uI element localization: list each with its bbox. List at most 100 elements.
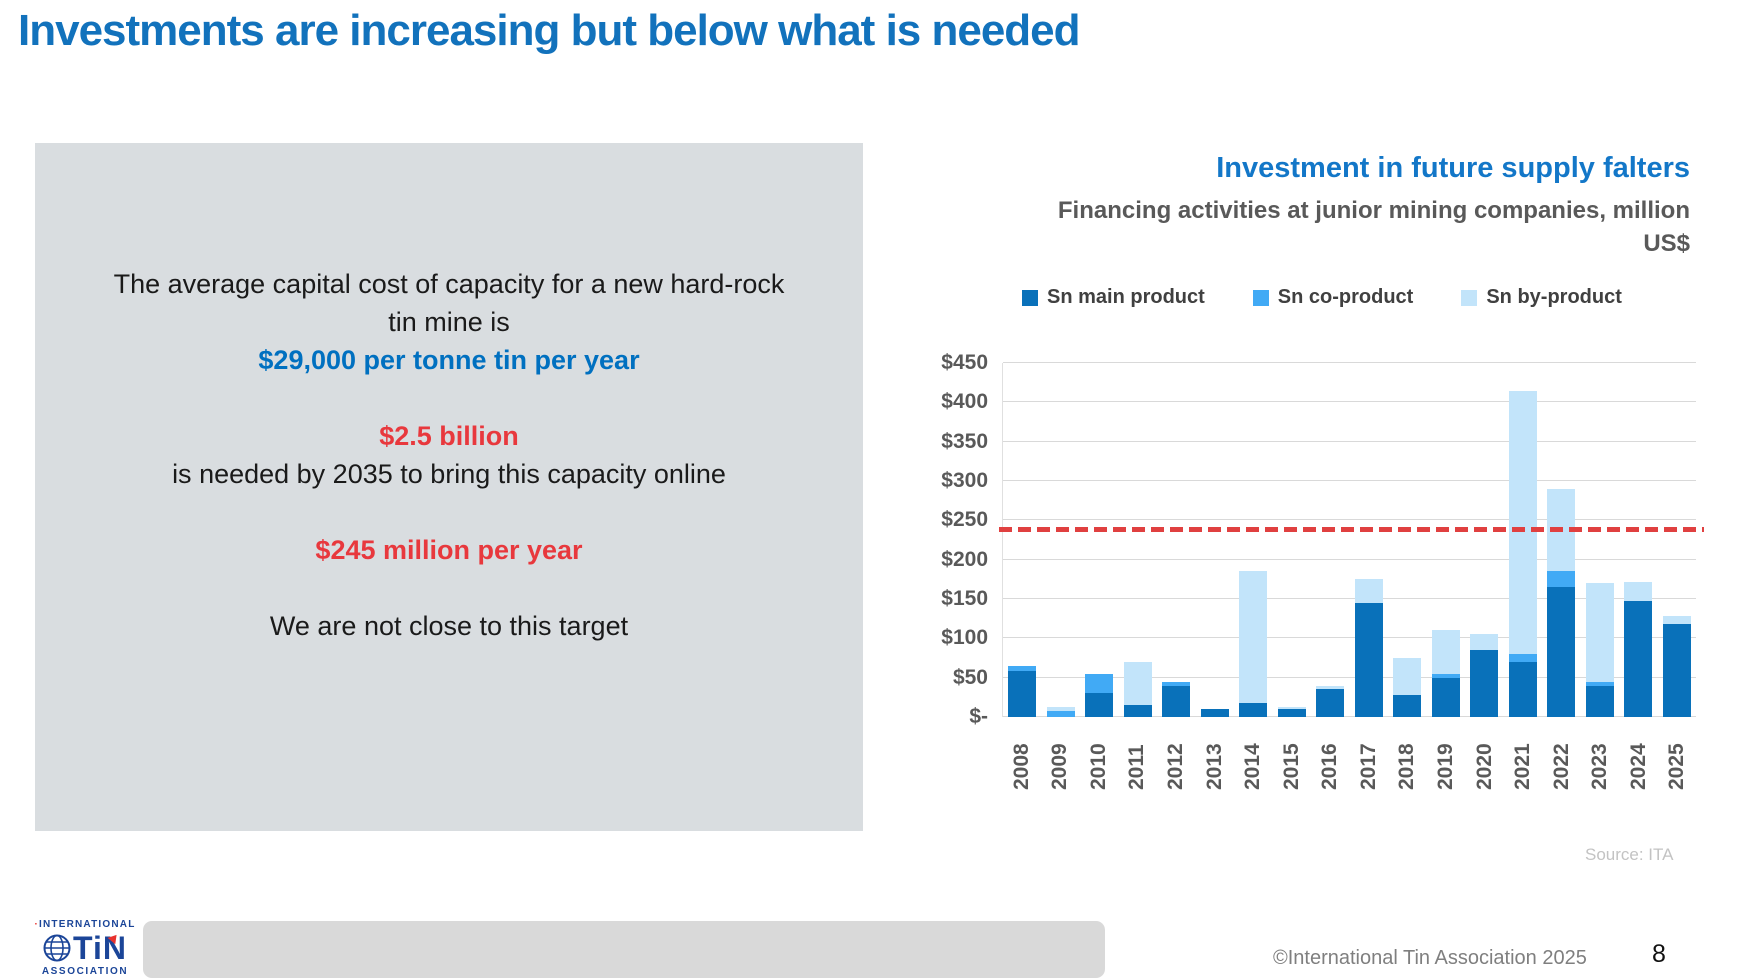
- x-tick-label: 2023: [1588, 743, 1612, 790]
- bar-segment: [1008, 665, 1037, 672]
- bar-segment: [1162, 681, 1191, 686]
- chart-subtitle-line-2: US$: [1643, 230, 1690, 257]
- bar-group-2010: [1080, 363, 1119, 717]
- stacked-bar: [1585, 583, 1614, 717]
- legend-item: Sn by-product: [1461, 286, 1622, 309]
- chart-source: Source: ITA: [1585, 845, 1674, 864]
- target-dashed-line: [999, 527, 1704, 533]
- stacked-bar: [1354, 579, 1383, 717]
- fact-capital-cost: $29,000 per tonne tin per year: [258, 345, 640, 375]
- fact-line-2: tin mine is: [388, 307, 510, 337]
- x-tick-label: 2018: [1395, 743, 1419, 790]
- legend-label: Sn by-product: [1486, 286, 1622, 308]
- legend-label: Sn main product: [1047, 286, 1205, 308]
- bar-segment: [1277, 709, 1306, 717]
- page-number: 8: [1652, 940, 1666, 968]
- footer-placeholder-bar: [143, 921, 1105, 978]
- bar-group-2019: [1427, 363, 1466, 717]
- bar-segment: [1354, 602, 1383, 717]
- bar-group-2020: [1465, 363, 1504, 717]
- gridline: [1003, 598, 1696, 599]
- bars-container: [1003, 363, 1696, 717]
- x-tick-label: 2025: [1665, 743, 1689, 790]
- y-tick-label: $150: [941, 587, 988, 610]
- stacked-bar: [1393, 658, 1422, 717]
- bar-segment: [1624, 601, 1653, 717]
- chart-subtitle-line-1: Financing activities at junior mining co…: [1057, 197, 1690, 224]
- x-tick-label: 2008: [1009, 743, 1033, 790]
- y-tick-label: $450: [941, 351, 988, 374]
- x-axis-labels: 2008 2009 2010 2011 2012 2013 2014 2015 2016 2017…: [1002, 724, 1696, 790]
- x-tick-label: 2022: [1549, 743, 1573, 790]
- bar-segment: [1547, 587, 1576, 717]
- bar-segment: [1239, 571, 1268, 703]
- x-tick-label: 2024: [1626, 743, 1650, 790]
- bar-segment: [1662, 616, 1691, 625]
- ita-logo-mark: TiN: [27, 931, 143, 965]
- stacked-bar: [1662, 616, 1691, 717]
- gridline: [1003, 519, 1696, 521]
- gridline: [1003, 558, 1696, 560]
- bar-segment: [1316, 685, 1345, 690]
- bar-segment: [1470, 634, 1499, 651]
- slide-title: Investments are increasing but below wha…: [18, 6, 1081, 55]
- bar-segment: [1431, 630, 1460, 674]
- bar-segment: [1547, 571, 1576, 588]
- x-tick-label: 2013: [1202, 743, 1226, 790]
- chart-title: Investment in future supply falters: [1216, 152, 1690, 184]
- gridline: [1003, 440, 1696, 442]
- bar-group-2011: [1119, 363, 1158, 717]
- chart-subtitle: Financing activities at junior mining co…: [1058, 194, 1690, 260]
- ita-logo-tin-text: TiN: [73, 930, 127, 966]
- stacked-bar: [1008, 665, 1037, 717]
- bar-segment: [1431, 677, 1460, 717]
- gridline: [1003, 676, 1696, 678]
- bar-group-2017: [1350, 363, 1389, 717]
- bar-segment: [1393, 694, 1422, 717]
- legend-item: Sn main product: [1022, 286, 1205, 309]
- y-tick-label: $50: [952, 665, 988, 689]
- x-tick-label: 2012: [1164, 743, 1188, 790]
- gridline: [1003, 362, 1696, 363]
- fact-line-5: is needed by 2035 to bring this capacity…: [172, 459, 726, 489]
- legend-item: Sn co-product: [1252, 286, 1414, 309]
- stacked-bar: [1200, 709, 1229, 717]
- legend-label: Sn co-product: [1277, 286, 1414, 308]
- bar-group-2009: [1042, 363, 1081, 717]
- y-tick-label: $-: [969, 705, 988, 728]
- stacked-bar: [1239, 571, 1268, 717]
- gridline: [1003, 401, 1696, 403]
- chart-legend: Sn main product Sn co-product Sn by-produc…: [1022, 286, 1622, 309]
- bar-group-2016: [1311, 363, 1350, 717]
- globe-icon: [43, 934, 71, 962]
- bar-group-2022: [1542, 363, 1581, 717]
- gridline: [1003, 480, 1696, 481]
- fact-conclusion: We are not close to this target: [269, 611, 629, 641]
- bar-segment: [1046, 710, 1075, 717]
- key-facts-panel: The average capital cost of capacity for…: [35, 143, 863, 831]
- bar-segment: [1585, 685, 1614, 717]
- plot-area: [999, 362, 1704, 717]
- x-tick-label: 2016: [1318, 743, 1342, 790]
- legend-swatch: [1252, 289, 1269, 306]
- bar-group-2024: [1619, 363, 1658, 717]
- bar-segment: [1316, 689, 1345, 717]
- bar-group-2015: [1273, 363, 1312, 717]
- x-tick-label: 2014: [1241, 743, 1265, 790]
- stacked-bar: [1431, 630, 1460, 717]
- y-axis-labels: $450 $400 $350 $300 $250 $200 $150 $100 $50 $-: [900, 351, 988, 728]
- legend-swatch: [1022, 289, 1038, 306]
- bar-segment: [1585, 681, 1614, 686]
- stacked-bar: [1316, 685, 1345, 717]
- bar-group-2008: [1003, 363, 1042, 717]
- stacked-bar: [1277, 706, 1306, 717]
- stacked-bar: [1508, 390, 1537, 717]
- x-tick-label: 2015: [1279, 743, 1303, 790]
- legend-swatch: [1461, 289, 1478, 306]
- bar-segment: [1624, 581, 1653, 602]
- y-tick-label: $400: [941, 390, 988, 414]
- bar-group-2014: [1234, 363, 1273, 717]
- bar-segment: [1162, 685, 1191, 717]
- fact-total-needed: $2.5 billion: [379, 421, 519, 451]
- x-tick-label: 2011: [1125, 744, 1149, 790]
